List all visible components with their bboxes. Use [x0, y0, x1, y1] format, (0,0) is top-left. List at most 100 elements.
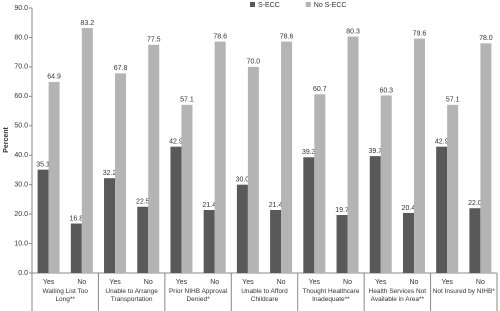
bar	[214, 41, 226, 273]
group-label: Waiting List Too Long**	[42, 288, 88, 303]
value-label: 77.5	[147, 37, 161, 44]
value-label: 64.9	[47, 74, 61, 81]
value-label: 60.3	[379, 87, 393, 94]
value-label: 78.0	[479, 35, 493, 42]
value-label: 60.7	[313, 86, 327, 93]
bar	[115, 73, 127, 273]
legend-swatch	[250, 2, 255, 7]
bar	[236, 184, 248, 273]
value-label: 78.6	[213, 33, 227, 40]
bar	[247, 66, 259, 273]
value-label: 39.3	[302, 149, 316, 156]
y-tick-label: 10.0	[14, 240, 28, 247]
value-label: 78.6	[280, 33, 294, 40]
value-label: 57.1	[180, 97, 194, 104]
bar	[336, 214, 348, 273]
x-tick-label: Yes	[43, 279, 55, 286]
x-tick-label: Yes	[441, 279, 453, 286]
x-tick-label: No	[476, 279, 485, 286]
value-label: 19.7	[335, 207, 349, 214]
x-tick-label: No	[343, 279, 352, 286]
x-tick-label: Yes	[309, 279, 321, 286]
bar	[369, 156, 381, 273]
value-label: 42.9	[169, 139, 183, 146]
value-label: 83.2	[81, 20, 95, 27]
x-tick-label: Yes	[375, 279, 387, 286]
y-tick-label: 80.0	[14, 34, 28, 41]
group-label-box: Not Insured by NIHB*	[432, 288, 495, 295]
value-label: 79.6	[413, 30, 427, 37]
value-label: 70.0	[247, 59, 261, 66]
group-label-box: Thought Healthcare Inadequate**	[302, 288, 360, 303]
value-label: 16.8	[70, 215, 84, 222]
group-label-box: Waiting List Too Long**	[42, 288, 88, 303]
legend-label: No S-ECC	[314, 2, 347, 9]
bar	[170, 146, 182, 273]
bar	[314, 94, 326, 274]
group-label: Health Services Not Available in Area**	[368, 288, 427, 303]
bar	[37, 169, 49, 273]
bar	[402, 212, 414, 273]
value-label: 20.4	[402, 205, 416, 212]
bar	[70, 223, 82, 273]
value-label: 67.8	[114, 65, 128, 72]
bar	[203, 209, 215, 273]
group-label-box: Health Services Not Available in Area**	[368, 288, 427, 303]
y-tick-label: 0.0	[18, 270, 28, 277]
bar	[447, 104, 459, 273]
group-label: Prior NIHB Approval Denied*	[168, 288, 228, 303]
value-label: 30.0	[236, 177, 250, 184]
bar	[347, 36, 359, 273]
value-label: 35.1	[36, 161, 50, 168]
x-tick-label: No	[409, 279, 418, 286]
x-tick-label: Yes	[109, 279, 121, 286]
bar	[104, 178, 116, 273]
value-label: 57.1	[446, 97, 460, 104]
group-label: Unable to Arrange Transportation	[105, 288, 158, 303]
bar	[380, 95, 392, 273]
group-label-box: Unable to Afford Childcare	[241, 288, 288, 303]
y-tick-label: 50.0	[14, 123, 28, 130]
value-label: 21.4	[269, 202, 283, 209]
y-tick-label: 30.0	[14, 182, 28, 189]
y-axis-label: Percent	[3, 126, 10, 152]
group-label: Unable to Afford Childcare	[241, 288, 288, 303]
bar	[137, 206, 149, 273]
y-tick-label: 90.0	[14, 5, 28, 12]
x-tick-label: No	[144, 279, 153, 286]
bar	[469, 208, 481, 273]
x-tick-label: No	[277, 279, 286, 286]
y-tick-label: 70.0	[14, 64, 28, 71]
group-label: Not Insured by NIHB*	[432, 288, 495, 295]
bar	[413, 38, 425, 273]
bar	[436, 146, 448, 273]
value-label: 22.0	[468, 200, 482, 207]
bar	[480, 43, 492, 274]
group-label: Thought Healthcare Inadequate**	[302, 288, 360, 303]
bar	[270, 209, 282, 273]
value-label: 21.4	[202, 202, 216, 209]
bar	[181, 104, 193, 273]
x-tick-label: Yes	[242, 279, 254, 286]
y-tick-label: 60.0	[14, 93, 28, 100]
group-label-box: Prior NIHB Approval Denied*	[168, 288, 228, 303]
x-tick-label: Yes	[176, 279, 188, 286]
bar	[48, 81, 60, 274]
value-label: 22.5	[136, 199, 150, 206]
value-label: 39.7	[368, 148, 382, 155]
y-tick-label: 40.0	[14, 152, 28, 159]
bar	[281, 41, 293, 273]
x-tick-label: No	[77, 279, 86, 286]
value-label: 80.3	[346, 28, 360, 35]
legend-swatch	[305, 2, 311, 7]
bar	[148, 44, 160, 273]
y-tick-label: 20.0	[14, 211, 28, 218]
x-tick-label: No	[210, 279, 219, 286]
group-label-box: Unable to Arrange Transportation	[105, 288, 158, 303]
bar	[303, 157, 315, 273]
legend-label: S-ECC	[258, 2, 280, 9]
value-label: 32.2	[103, 170, 117, 177]
bar	[81, 28, 93, 274]
